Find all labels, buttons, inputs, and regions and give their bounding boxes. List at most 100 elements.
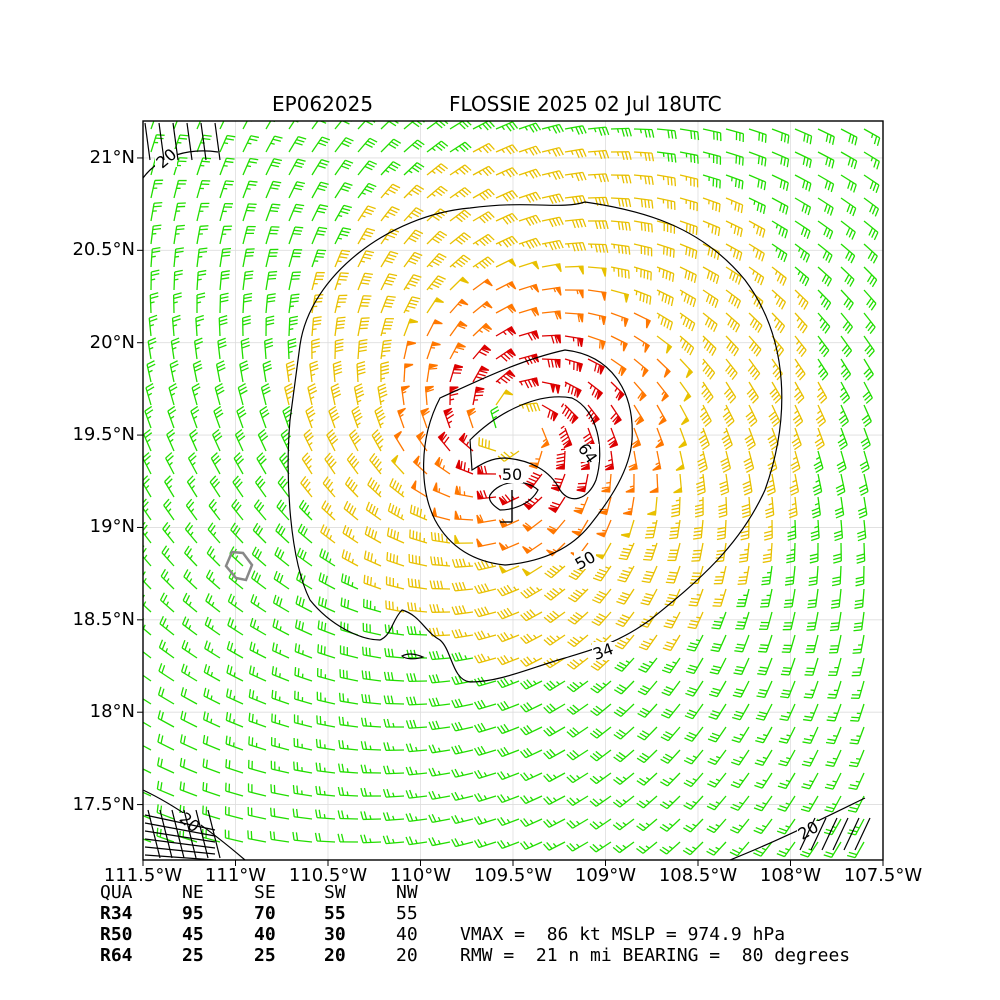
- barb-feather: [341, 207, 351, 212]
- barb-feather: [203, 134, 212, 137]
- barb-feather: [745, 437, 754, 444]
- barb-feather: [327, 432, 336, 439]
- wind-barb: [610, 404, 622, 425]
- barb-feather: [418, 579, 421, 588]
- barb-feather: [379, 393, 388, 399]
- barb-feather: [806, 230, 811, 239]
- barb-feather: [870, 303, 877, 311]
- barb-half-feather: [793, 433, 798, 437]
- wind-barb: [863, 151, 880, 170]
- wind-barb: [601, 473, 612, 493]
- barb-feather: [594, 220, 599, 230]
- barb-feather: [859, 460, 868, 467]
- wind-barb: [817, 197, 834, 216]
- barb-feather: [508, 237, 515, 245]
- barb-feather: [506, 306, 514, 314]
- barb-feather: [368, 647, 371, 657]
- wind-barb: [725, 289, 742, 309]
- barb-feather: [823, 203, 828, 212]
- barb-feather: [749, 367, 757, 375]
- wind-barb: [219, 157, 235, 176]
- barb-flag: [632, 439, 642, 449]
- wind-barb: [863, 128, 881, 146]
- wind-barb: [219, 247, 232, 268]
- wind-barb: [277, 475, 290, 498]
- barb-feather: [685, 223, 688, 232]
- barb-feather: [244, 277, 253, 280]
- barb-half-feather: [428, 287, 433, 290]
- barb-feather: [153, 224, 162, 227]
- barb-half-feather: [351, 582, 354, 587]
- barb-feather: [387, 211, 396, 217]
- wind-barb: [472, 233, 495, 247]
- barb-flag: [449, 386, 459, 393]
- barb-feather: [813, 461, 822, 467]
- wind-barb: [742, 473, 753, 496]
- barb-feather: [812, 484, 821, 489]
- wind-barb: [288, 135, 307, 153]
- barb-feather: [617, 244, 620, 254]
- barb-flag: [531, 377, 539, 387]
- barb-feather: [781, 228, 786, 237]
- barb-feather: [384, 624, 387, 633]
- barb-feather: [482, 146, 489, 154]
- barb-half-feather: [149, 324, 155, 327]
- barb-feather: [713, 323, 718, 332]
- wind-barb: [403, 251, 423, 268]
- barb-half-feather: [832, 780, 837, 783]
- barb-feather: [310, 367, 319, 372]
- barb-feather: [307, 383, 316, 389]
- barb-feather: [340, 597, 343, 606]
- barb-feather: [761, 156, 764, 166]
- barb-feather: [478, 437, 481, 446]
- barb-feather: [323, 114, 331, 117]
- barb-feather: [605, 150, 610, 159]
- barb-feather: [548, 219, 554, 228]
- wind-barb: [771, 151, 790, 168]
- barb-feather: [876, 161, 880, 170]
- barb-feather: [746, 467, 754, 473]
- barb-half-feather: [448, 420, 453, 424]
- barb-half-feather: [501, 126, 505, 131]
- barb-feather: [577, 313, 581, 323]
- barb-feather: [751, 343, 757, 352]
- barb-feather: [502, 240, 509, 248]
- barb-feather: [502, 217, 509, 225]
- barb-feather: [850, 719, 859, 722]
- barb-feather: [800, 226, 805, 236]
- barb-feather: [482, 192, 489, 199]
- barb-feather: [357, 367, 366, 372]
- wind-barb: [357, 137, 378, 153]
- barb-feather: [792, 414, 801, 421]
- barb-feather: [319, 139, 329, 144]
- barb-feather: [237, 435, 246, 442]
- barb-feather: [852, 208, 857, 217]
- barb-feather: [137, 639, 140, 647]
- wind-barb: [541, 263, 562, 273]
- wind-barb: [449, 276, 469, 291]
- barb-feather: [153, 205, 162, 208]
- barb-feather: [809, 135, 813, 145]
- barb-half-feather: [337, 260, 342, 263]
- barb-half-feather: [521, 242, 525, 247]
- barb-feather: [439, 208, 448, 214]
- barb-feather: [308, 386, 317, 392]
- barb-feather: [760, 644, 769, 647]
- barb-feather: [327, 481, 334, 490]
- barb-feather: [485, 121, 492, 129]
- barb-feather: [766, 487, 775, 493]
- barb-feather: [869, 326, 876, 335]
- barb-feather: [173, 295, 182, 300]
- wind-barb: [863, 312, 876, 335]
- barb-feather: [669, 571, 678, 574]
- barb-feather: [366, 575, 369, 585]
- wind-barb: [357, 295, 372, 314]
- wind-barb: [150, 202, 163, 222]
- barb-half-feather: [655, 462, 660, 466]
- barb-feather: [755, 349, 762, 357]
- wind-barb: [472, 142, 495, 154]
- barb-half-feather: [442, 465, 446, 470]
- barb-half-feather: [449, 398, 455, 401]
- barb-half-feather: [640, 366, 644, 371]
- barb-feather: [461, 211, 469, 218]
